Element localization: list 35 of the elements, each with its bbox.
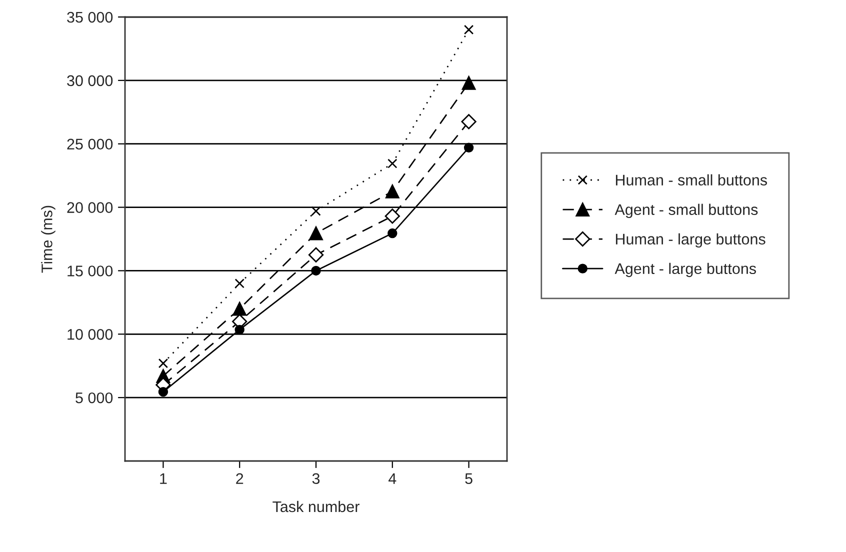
y-tick-label: 10 000 [68,329,113,340]
y-tick-label: 15 000 [68,266,113,276]
x-tick-label: 5 [465,473,472,484]
point [388,158,398,168]
x-tick-label: 4 [388,473,396,484]
legend-label: Human - small buttons [616,174,767,186]
point [464,142,474,153]
y-tick-label: 20 000 [67,202,113,213]
point [234,324,244,335]
point [388,228,398,238]
point [158,358,168,368]
legend-label: Agent - large buttons [614,262,756,278]
legend-label: Agent - small buttons [614,204,758,218]
x-tick-label: 3 [312,473,320,484]
y-tick-label: 5 000 [76,392,113,404]
y-tick-label: 35 000 [67,12,113,23]
point [158,387,168,397]
point [234,278,244,288]
point [308,247,324,262]
point [311,266,321,276]
legend-label: Human - large buttons [616,233,766,248]
x-tick-label: 2 [236,473,244,484]
y-axis-title: Time (ms) [41,206,56,273]
x-tick-label: 1 [160,473,167,484]
y-tick-label: 30 000 [67,75,113,86]
point [461,114,476,130]
y-tick-label: 25 000 [67,138,113,150]
point [462,76,476,90]
point [232,302,247,316]
point [385,184,400,198]
point [311,206,321,216]
point [309,226,323,240]
point [464,24,474,35]
x-axis-title: Task number [272,500,360,512]
point [384,208,400,224]
